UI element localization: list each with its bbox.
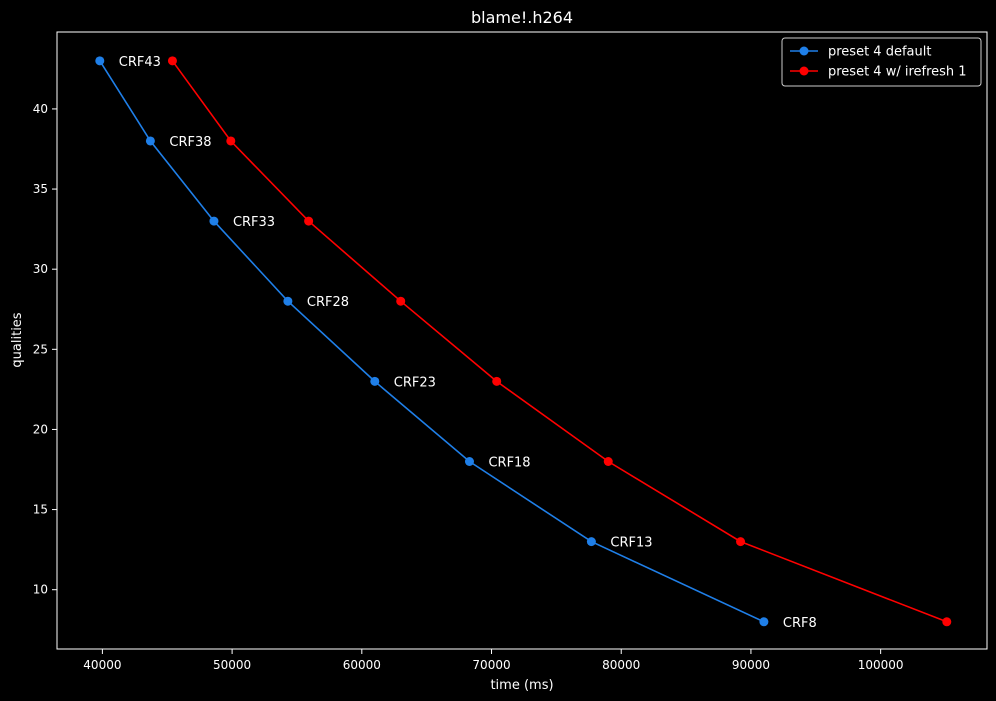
series-2-point <box>736 537 746 547</box>
series-1-point <box>283 296 293 306</box>
crf-annotation: CRF18 <box>488 455 530 470</box>
x-tick-label: 50000 <box>213 658 251 672</box>
series-1-point <box>370 376 380 386</box>
series-2-point <box>167 56 177 66</box>
series-1-point <box>586 537 596 547</box>
series-2-point <box>492 376 502 386</box>
y-axis-label: qualities <box>10 312 25 367</box>
y-tick-label: 15 <box>33 503 48 517</box>
y-tick-label: 20 <box>33 422 48 436</box>
legend-marker <box>799 46 809 56</box>
series-2-point <box>304 216 314 226</box>
series-2-point <box>396 296 406 306</box>
y-tick-label: 35 <box>33 182 48 196</box>
x-tick-label: 100000 <box>858 658 904 672</box>
crf-annotation: CRF23 <box>394 375 436 390</box>
axes-frame <box>56 31 988 650</box>
crf-annotation: CRF43 <box>119 55 161 70</box>
series-line-1 <box>99 60 765 623</box>
legend-marker <box>799 66 809 76</box>
y-tick-label: 30 <box>33 262 48 276</box>
series-2-point <box>226 136 236 146</box>
x-tick-label: 70000 <box>472 658 510 672</box>
series-1-point <box>209 216 219 226</box>
y-tick-label: 40 <box>33 102 48 116</box>
crf-annotation: CRF28 <box>307 295 349 310</box>
legend-box <box>781 37 982 87</box>
x-tick-label: 60000 <box>343 658 381 672</box>
x-tick-label: 80000 <box>602 658 640 672</box>
series-1-point <box>464 456 474 466</box>
y-tick-label: 10 <box>33 583 48 597</box>
x-tick-label: 40000 <box>83 658 121 672</box>
chart-title: blame!.h264 <box>471 8 573 27</box>
series-2-point <box>942 617 952 627</box>
crf-annotation: CRF13 <box>610 536 652 551</box>
crf-annotation: CRF8 <box>783 616 817 631</box>
y-tick-label: 25 <box>33 342 48 356</box>
crf-annotation: CRF38 <box>169 135 211 150</box>
series-1-point <box>145 136 155 146</box>
series-1-point <box>759 617 769 627</box>
series-1-point <box>95 56 105 66</box>
crf-annotation: CRF33 <box>233 215 275 230</box>
legend-label: preset 4 w/ irefresh 1 <box>828 65 967 80</box>
series-line-2 <box>171 60 948 623</box>
series-2-point <box>603 456 613 466</box>
x-axis-label: time (ms) <box>490 678 553 693</box>
legend-label: preset 4 default <box>828 45 931 60</box>
legend: preset 4 default preset 4 w/ irefresh 1 <box>781 37 982 87</box>
x-tick-label: 90000 <box>732 658 770 672</box>
plot-area: 40000 50000 60000 70000 80000 90000 100000 10 15… <box>33 31 988 672</box>
